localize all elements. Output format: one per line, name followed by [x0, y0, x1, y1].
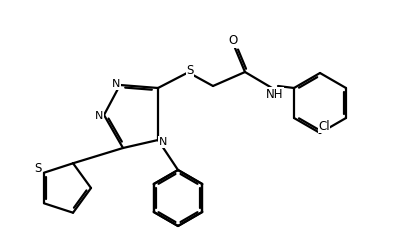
Text: NH: NH	[266, 88, 284, 100]
Text: N: N	[159, 137, 167, 147]
Text: O: O	[228, 35, 238, 47]
Text: Cl: Cl	[318, 120, 330, 133]
Text: N: N	[95, 111, 103, 121]
Text: S: S	[186, 65, 194, 77]
Text: S: S	[34, 162, 42, 175]
Text: N: N	[112, 79, 120, 89]
